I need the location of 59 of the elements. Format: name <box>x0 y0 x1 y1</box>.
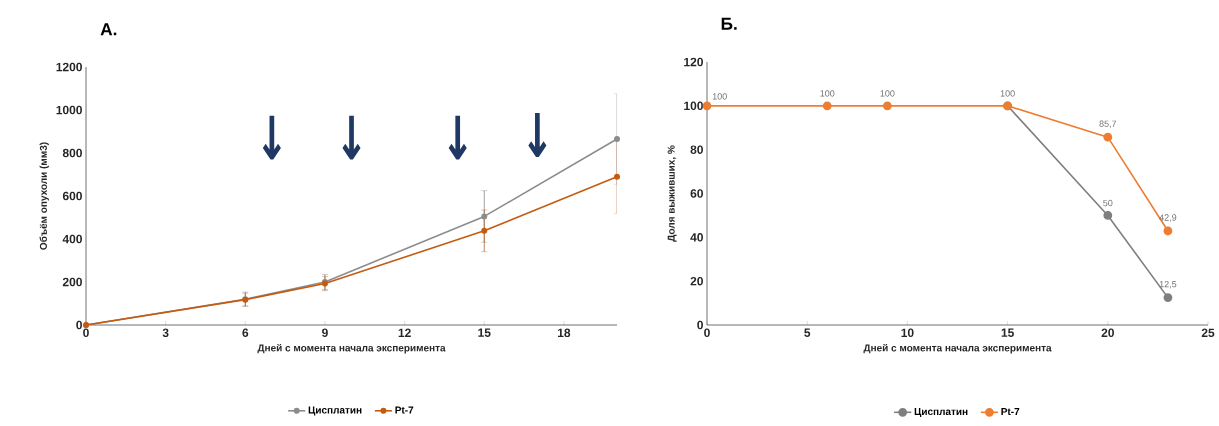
legend-label: Pt-7 <box>395 406 414 414</box>
point <box>1103 132 1113 142</box>
data-label: 100 <box>880 90 895 97</box>
x-tick-label: 15 <box>1001 328 1014 337</box>
chart-title: Б. <box>721 17 737 30</box>
data-label: 100 <box>712 93 727 100</box>
x-tick-label: 25 <box>1201 328 1215 338</box>
annotation: ↓ <box>528 113 547 157</box>
x-tick-label: 18 <box>557 328 571 338</box>
x-tick-label: 15 <box>478 328 491 337</box>
y-tick-label: 600 <box>62 191 82 201</box>
y-axis-title: Доля выживших, % <box>667 145 677 242</box>
y-tick-label: 0 <box>697 320 703 330</box>
data-label: 100 <box>1000 90 1015 97</box>
point <box>614 173 621 180</box>
legend-label: Цисплатин <box>308 406 362 416</box>
y-tick-label: 120 <box>684 57 703 67</box>
y-tick-label: 400 <box>62 234 82 244</box>
y-tick-label: 20 <box>690 276 703 286</box>
annotation: ↓ <box>448 115 467 160</box>
x-axis-title: Дней с момента начала эксперимента <box>257 343 446 354</box>
x-tick-label: 6 <box>242 328 249 338</box>
data-label: 50 <box>1103 199 1113 207</box>
y-tick-label: 200 <box>62 277 82 287</box>
annotation: ↓ <box>342 115 361 160</box>
x-tick-label: 20 <box>1101 328 1114 338</box>
y-tick-label: 1000 <box>56 105 82 115</box>
point <box>702 101 712 111</box>
point <box>1103 211 1113 220</box>
y-tick-label: 1200 <box>56 62 82 72</box>
data-label: 85,7 <box>1099 120 1117 128</box>
x-tick-label: 9 <box>322 328 328 338</box>
point <box>1163 293 1173 303</box>
legend-label: Pt-7 <box>1001 408 1020 416</box>
data-label: 100 <box>820 90 835 97</box>
y-tick-label: 0 <box>76 320 82 330</box>
y-tick-label: 40 <box>690 233 703 242</box>
x-tick-label: 10 <box>901 328 914 338</box>
x-axis-title: Дней с момента начала эксперимента <box>863 343 1052 354</box>
x-tick-label: 0 <box>83 328 89 338</box>
y-tick-label: 60 <box>690 189 703 198</box>
y-axis-title: Объём опухоли (мм3) <box>39 142 49 250</box>
x-tick-label: 3 <box>162 328 169 338</box>
point <box>481 227 488 234</box>
point <box>882 101 892 111</box>
x-tick-label: 5 <box>804 328 811 337</box>
x-tick-label: 0 <box>704 328 710 338</box>
x-tick-label: 12 <box>398 328 411 337</box>
data-label: 12,5 <box>1159 280 1177 289</box>
point <box>481 213 488 220</box>
annotation: ↓ <box>262 115 281 160</box>
chart-title: А. <box>100 23 117 36</box>
y-tick-label: 80 <box>690 145 703 154</box>
y-tick-label: 800 <box>62 148 82 158</box>
point <box>822 101 832 111</box>
point <box>1163 226 1173 236</box>
legend-label: Цисплатин <box>914 408 968 417</box>
y-tick-label: 100 <box>684 101 703 111</box>
point <box>614 136 621 143</box>
